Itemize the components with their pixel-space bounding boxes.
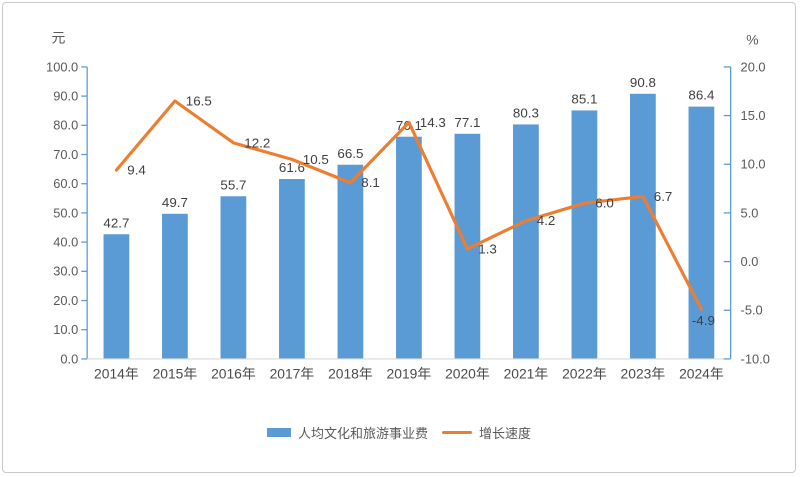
bar-series [103,93,715,359]
bar-value-labels: 42.749.755.761.666.576.1 77.180.385.190.8… [103,75,714,230]
bar-series-label: 人均文化和旅游事业费 [297,426,428,441]
left-axis-tick-label: 50.0 [53,205,78,220]
bar-value-label: 85.1 [571,92,597,107]
right-axis-tick-label: -5.0 [741,303,763,318]
left-axis-tick-label: 40.0 [53,235,78,250]
bar-value-label: 61.6 [279,160,305,175]
x-axis-label: 2023年 [621,366,666,382]
left-axis-ticks: 100.0 90.0 80.0 70.0 60.0 50.0 40.0 30.0 20.0 10.… [46,59,88,366]
legend-item-line-series: 增长速度 [442,423,531,442]
bar [337,164,364,359]
right-axis-tick-label: 0.0 [741,254,759,269]
bar [630,93,656,359]
x-axis-label: 2017年 [270,366,315,382]
left-axis-tick-label: 60.0 [53,176,78,191]
line-value-label: 6.0 [595,196,614,211]
bar [513,124,539,359]
chart-legend: 人均文化和旅游事业费 增长速度 [3,423,795,442]
bar-series-swatch-icon [266,428,291,437]
right-axis-ticks: 20.0 15.0 10.0 5.0 0.0 -5.0 -10.0 [723,59,770,366]
bar [162,213,188,359]
left-axis-tick-label: 20.0 [53,293,78,308]
left-axis-unit-label: 元 [52,29,66,45]
left-axis-tick-label: 80.0 [53,118,78,133]
growth-line [114,99,703,311]
bar-value-label: 66.5 [337,146,363,161]
left-axis-tick-label: 0.0 [60,351,78,366]
bar [688,106,715,359]
x-axis-label: 2016年 [211,366,256,382]
line-value-label: 10.5 [303,152,329,167]
bar-value-label: 49.7 [162,195,188,210]
line-series [114,99,703,311]
line-value-label: 14.3 [420,115,446,130]
bar-value-label: 55.7 [220,177,246,192]
x-axis-labels: 2014年 2015年 2016年 2017年 2018年 2019年 2020年 2021年… [94,366,724,382]
bar-value-label: 86.4 [688,88,714,103]
bar [220,196,247,359]
line-value-label: 6.7 [654,189,673,204]
left-axis-tick-label: 90.0 [53,89,78,104]
bar [103,234,130,359]
x-axis-label: 2018年 [328,366,373,382]
bar-value-label: 42.7 [103,215,129,230]
bar-value-label: 77.1 [454,115,480,130]
line-series-label: 增长速度 [479,426,532,441]
right-axis-tick-label: -10.0 [741,351,770,366]
line-value-label: -4.9 [692,313,715,328]
line-value-labels: 9.4 16.5 12.2 10.5 8.1 14.3 1.3 4.2 6.0 6.7 -4.9 [127,93,715,328]
bar-value-label: 80.3 [513,106,539,121]
line-value-label: 9.4 [127,163,146,178]
left-axis-tick-label: 10.0 [53,322,78,337]
x-axis-label: 2022年 [562,366,607,382]
bar [279,179,305,359]
legend-item-bar-series: 人均文化和旅游事业费 [266,423,428,442]
combo-chart: 100.0 90.0 80.0 70.0 60.0 50.0 40.0 30.0 20.0 10.… [46,29,770,382]
bar [396,136,422,359]
left-axis-tick-label: 30.0 [53,264,78,279]
line-value-label: 16.5 [186,93,212,108]
line-value-label: 8.1 [361,175,380,190]
right-axis-tick-label: 15.0 [741,108,766,123]
x-axis-label: 2019年 [387,366,432,382]
axis-unit-labels: 元% [52,29,759,47]
right-axis-unit-label: % [746,31,758,47]
x-axis-label: 2021年 [504,366,549,382]
right-axis-tick-label: 20.0 [741,59,766,74]
x-axis-label: 2014年 [94,366,139,382]
bar-value-label: 90.8 [630,75,656,90]
x-axis-label: 2024年 [679,366,724,382]
bar [571,110,598,359]
x-axis-label: 2015年 [153,366,198,382]
left-axis-tick-label: 70.0 [53,147,78,162]
line-value-label: 1.3 [478,241,497,256]
line-series-swatch-icon [442,431,472,434]
line-value-label: 12.2 [244,135,270,150]
left-axis-tick-label: 100.0 [46,59,78,74]
right-axis-tick-label: 5.0 [741,205,759,220]
line-value-label: 4.2 [537,213,556,228]
right-axis-tick-label: 10.0 [741,157,766,172]
x-axis-label: 2020年 [445,366,490,382]
